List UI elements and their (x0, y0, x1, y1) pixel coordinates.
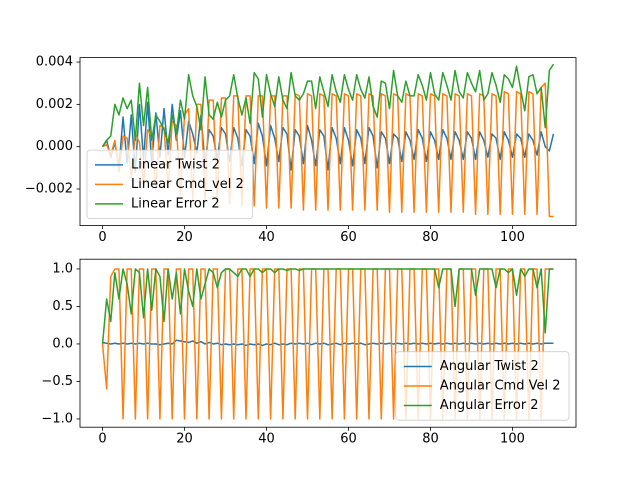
x-tick-label: 0 (98, 230, 106, 245)
y-tick-label: 0.0 (52, 336, 73, 351)
legend-label: Angular Twist 2 (440, 359, 539, 374)
y-tick-label: 0.004 (36, 55, 73, 70)
x-tick-label: 100 (500, 432, 525, 447)
x-tick-label: 80 (422, 230, 439, 245)
legend-label: Angular Cmd Vel 2 (440, 378, 561, 393)
x-tick-label: 60 (340, 230, 357, 245)
axes-frame (79, 258, 577, 428)
legend-label: Linear Twist 2 (131, 157, 220, 172)
y-tick-label: 0.000 (36, 139, 73, 154)
legend-box (395, 351, 570, 421)
x-tick-label: 40 (258, 230, 275, 245)
series-line (102, 82, 554, 218)
series-line (101, 63, 555, 148)
y-tick-label: 0.5 (52, 299, 73, 314)
y-tick-label: −1.0 (41, 411, 73, 426)
axes-frame (79, 57, 577, 226)
x-tick-label: 40 (258, 432, 275, 447)
y-tick-label: −0.5 (41, 374, 73, 389)
x-tick-label: 0 (98, 432, 106, 447)
series-line (101, 268, 554, 345)
x-tick-label: 100 (500, 230, 525, 245)
legend-box (86, 149, 254, 220)
legend-label: Linear Cmd_vel 2 (131, 177, 244, 192)
legend-label: Linear Error 2 (131, 196, 220, 211)
x-tick-label: 80 (422, 432, 439, 447)
y-tick-label: 1.0 (52, 261, 73, 276)
x-tick-label: 20 (176, 230, 193, 245)
y-tick-label: 0.002 (36, 97, 73, 112)
x-tick-label: 20 (176, 432, 193, 447)
y-tick-label: −0.002 (25, 181, 73, 196)
legend-label: Angular Error 2 (440, 398, 539, 413)
x-tick-label: 60 (340, 432, 357, 447)
